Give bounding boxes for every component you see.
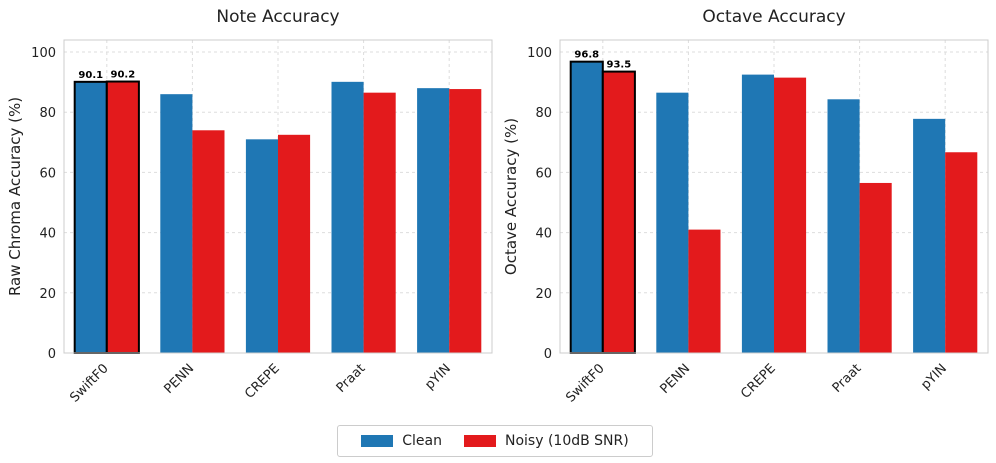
bar-clean	[827, 99, 860, 353]
y-tick-label: 0	[544, 347, 552, 362]
y-tick-label: 40	[535, 227, 552, 242]
data-label: 90.2	[111, 70, 136, 81]
data-label: 90.1	[78, 70, 103, 81]
legend: Clean Noisy (10dB SNR)	[337, 425, 653, 457]
bar-noisy	[945, 152, 978, 353]
bar-noisy	[192, 130, 225, 353]
bar-noisy	[278, 134, 311, 353]
bar-noisy	[363, 92, 396, 353]
y-tick-label: 60	[535, 166, 552, 181]
bar-clean	[160, 94, 193, 353]
y-tick-label: 80	[39, 106, 56, 121]
bar-clean	[741, 74, 774, 353]
y-axis-label: Raw Chroma Accuracy (%)	[6, 97, 24, 296]
x-tick-label: CREPE	[242, 361, 283, 402]
data-label: 96.8	[574, 50, 599, 61]
bar-clean	[331, 81, 364, 354]
y-tick-label: 0	[48, 347, 56, 362]
x-tick-label: PENN	[658, 361, 694, 397]
y-tick-label: 20	[535, 287, 552, 302]
bar-noisy	[449, 89, 482, 353]
chart-title: Note Accuracy	[216, 7, 339, 27]
y-tick-label: 100	[527, 46, 552, 61]
y-axis-label: Octave Accuracy (%)	[502, 118, 520, 275]
chart-panel-2: 0 20 40 60 80 100 96.8 93.5 SwiftF0 PENN CREPE Praa…	[502, 7, 989, 406]
bar-clean	[656, 92, 689, 353]
x-tick-label: pYIN	[918, 361, 950, 393]
x-tick-label: Praat	[830, 361, 865, 396]
x-tick-label: Praat	[334, 361, 369, 396]
y-tick-label: 40	[39, 227, 56, 242]
bar-noisy	[774, 77, 807, 354]
bar-noisy	[601, 70, 636, 355]
bar-clean	[73, 80, 108, 355]
bar-noisy	[105, 80, 140, 355]
plot-frame	[559, 39, 989, 354]
legend-item-noisy: Noisy (10dB SNR)	[464, 433, 629, 449]
x-tick-label: PENN	[162, 361, 198, 397]
legend-label-clean: Clean	[402, 433, 442, 449]
y-tick-label: 80	[535, 106, 552, 121]
plot-frame	[63, 39, 493, 354]
legend-label-noisy: Noisy (10dB SNR)	[505, 433, 629, 449]
chart-title: Octave Accuracy	[702, 7, 845, 27]
legend-item-clean: Clean	[361, 433, 442, 449]
y-tick-label: 20	[39, 287, 56, 302]
bar-noisy	[859, 182, 892, 353]
bar-noisy	[688, 229, 721, 353]
bar-clean	[417, 88, 450, 354]
data-label: 93.5	[607, 60, 632, 71]
bar-clean	[569, 60, 604, 355]
chart-panel-1: 0 20 40 60 80 100 90.1 90.2 SwiftF0 PENN CREPE Praa…	[6, 7, 493, 406]
y-tick-label: 100	[31, 46, 56, 61]
x-tick-label: SwiftF0	[563, 361, 607, 405]
y-tick-label: 60	[39, 166, 56, 181]
bar-clean	[245, 139, 278, 353]
x-tick-label: SwiftF0	[67, 361, 111, 405]
legend-swatch-clean	[361, 435, 394, 447]
bar-clean	[913, 118, 946, 353]
x-tick-label: pYIN	[422, 361, 454, 393]
legend-swatch-noisy	[464, 435, 496, 447]
x-tick-label: CREPE	[738, 361, 779, 402]
